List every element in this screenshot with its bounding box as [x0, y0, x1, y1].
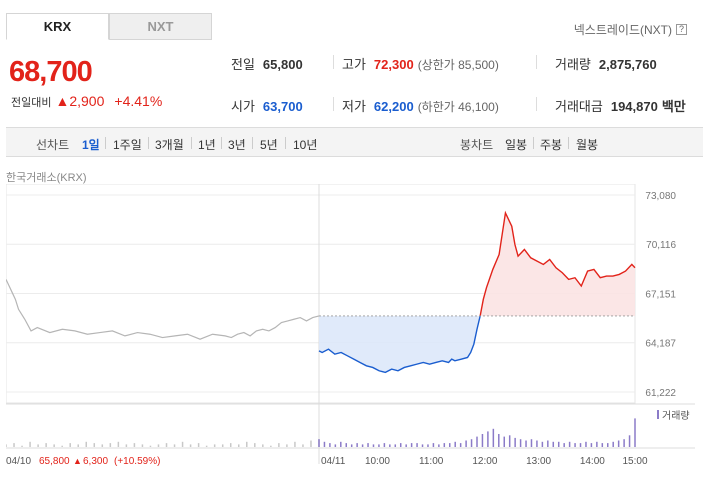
- price-chart: 73,080 70,116 67,151 64,187 61,222 04/11 10:0…: [5, 183, 703, 478]
- up-arrow-icon: ▲: [73, 456, 82, 466]
- candle-chart-label: 봉차트: [460, 138, 494, 152]
- x-tick-label: 13:00: [526, 456, 551, 467]
- stat-value: 194,870: [610, 99, 658, 114]
- divider: [252, 137, 253, 149]
- stat-label: 거래대금: [555, 99, 603, 114]
- price-chart-svg: 73,080 70,116 67,151 64,187 61,222 04/11 10:0…: [5, 183, 695, 467]
- x-tick-label: 14:00: [580, 456, 605, 467]
- stat-value: 62,200: [373, 99, 414, 114]
- y-tick-label: 61,222: [645, 388, 676, 399]
- period-5y[interactable]: 5년: [260, 138, 278, 152]
- stat-note: (하한가 46,100): [417, 100, 499, 114]
- x-tick-label: 04/11: [321, 456, 346, 467]
- period-1y[interactable]: 1년: [198, 138, 216, 152]
- volume-legend-swatch: [657, 410, 659, 419]
- candle-monthly[interactable]: 월봉: [576, 138, 599, 152]
- stat-label: 고가: [342, 57, 366, 72]
- period-3m[interactable]: 3개월: [155, 138, 184, 152]
- period-10y[interactable]: 10년: [293, 138, 318, 152]
- chart-grid: [5, 183, 695, 464]
- market-tabs: KRX NXT: [6, 13, 212, 40]
- divider: [536, 55, 537, 69]
- prev-day-change: 6,300: [83, 456, 108, 467]
- tab-nxt[interactable]: NXT: [109, 13, 212, 40]
- stat-value: 72,300: [373, 57, 414, 72]
- divider: [333, 97, 334, 111]
- prev-day-label: 04/10: [6, 456, 31, 467]
- y-tick-label: 67,151: [645, 290, 676, 301]
- chart-fills: [319, 212, 635, 373]
- x-tick-label: 11:00: [419, 456, 444, 467]
- prev-day-line: [5, 279, 320, 340]
- stat-low: 저가 62,200 (하한가 46,100): [342, 96, 499, 115]
- up-area: [480, 212, 635, 316]
- period-1d[interactable]: 1일: [82, 138, 100, 152]
- stat-value: 65,800: [262, 57, 303, 72]
- price-change: 전일대비 ▲ 2,900 +4.41%: [11, 93, 162, 110]
- nextrade-link-label: 넥스트레이드(NXT): [573, 23, 672, 37]
- up-arrow-icon: ▲: [55, 93, 70, 109]
- divider: [285, 137, 286, 149]
- change-value: 2,900: [69, 93, 105, 109]
- market-label: 한국거래소(KRX): [6, 172, 87, 184]
- stat-label: 전일: [231, 57, 255, 72]
- down-area: [319, 315, 481, 373]
- y-tick-label: 73,080: [645, 191, 676, 202]
- price-line-down: [318, 315, 481, 374]
- stat-value: 2,875,760: [598, 57, 657, 72]
- prev-day-change-pct: (+10.59%): [114, 456, 160, 467]
- divider: [221, 137, 222, 149]
- stat-label: 거래량: [555, 57, 591, 72]
- x-axis: 04/11 10:00 11:00 12:00 13:00 14:00 15:00: [321, 456, 648, 467]
- volume-legend: 거래량: [662, 410, 690, 422]
- stat-volume: 거래량 2,875,760: [555, 54, 657, 73]
- stat-high: 고가 72,300 (상한가 85,500): [342, 54, 499, 73]
- x-tick-label: 10:00: [365, 456, 390, 467]
- divider: [536, 97, 537, 111]
- stat-label: 시가: [231, 99, 255, 114]
- current-price: 68,700: [9, 56, 93, 88]
- y-axis: 73,080 70,116 67,151 64,187 61,222: [645, 191, 676, 399]
- help-icon[interactable]: ?: [676, 24, 687, 35]
- chart-footer: 04/10 65,800 ▲ 6,300 (+10.59%) 거래량: [6, 410, 690, 467]
- stat-unit: 백만: [661, 99, 686, 114]
- stat-prev-close: 전일 65,800: [231, 54, 303, 73]
- divider: [333, 55, 334, 69]
- divider: [148, 137, 149, 149]
- y-tick-label: 70,116: [646, 240, 676, 251]
- volume-bars: [5, 418, 636, 447]
- x-tick-label: 15:00: [622, 456, 647, 467]
- stat-note: (상한가 85,500): [417, 58, 499, 72]
- divider: [533, 137, 534, 149]
- x-tick-label: 12:00: [472, 456, 497, 467]
- line-chart-label: 선차트: [36, 138, 70, 152]
- divider: [105, 137, 106, 149]
- divider: [191, 137, 192, 149]
- tab-krx[interactable]: KRX: [6, 13, 109, 40]
- period-3y[interactable]: 3년: [228, 138, 246, 152]
- stat-open: 시가 63,700: [231, 96, 303, 115]
- divider: [568, 137, 569, 149]
- nextrade-link[interactable]: 넥스트레이드(NXT) ?: [574, 21, 687, 38]
- prev-day-close: 65,800: [39, 456, 70, 467]
- price-line-up: [479, 210, 636, 317]
- change-percent: +4.41%: [114, 93, 163, 109]
- change-label: 전일대비: [11, 97, 52, 109]
- period-bar: 선차트 1일 1주일 3개월 1년 3년 5년 10년 봉차트 일봉 주봉 월봉: [6, 127, 703, 157]
- stat-turnover: 거래대금 194,870 백만: [555, 96, 686, 115]
- chart-lines: [5, 210, 636, 374]
- candle-daily[interactable]: 일봉: [505, 138, 528, 152]
- candle-weekly[interactable]: 주봉: [540, 138, 563, 152]
- period-1w[interactable]: 1주일: [113, 138, 142, 152]
- y-tick-label: 64,187: [645, 339, 676, 350]
- stat-label: 저가: [342, 99, 366, 114]
- stat-value: 63,700: [262, 99, 303, 114]
